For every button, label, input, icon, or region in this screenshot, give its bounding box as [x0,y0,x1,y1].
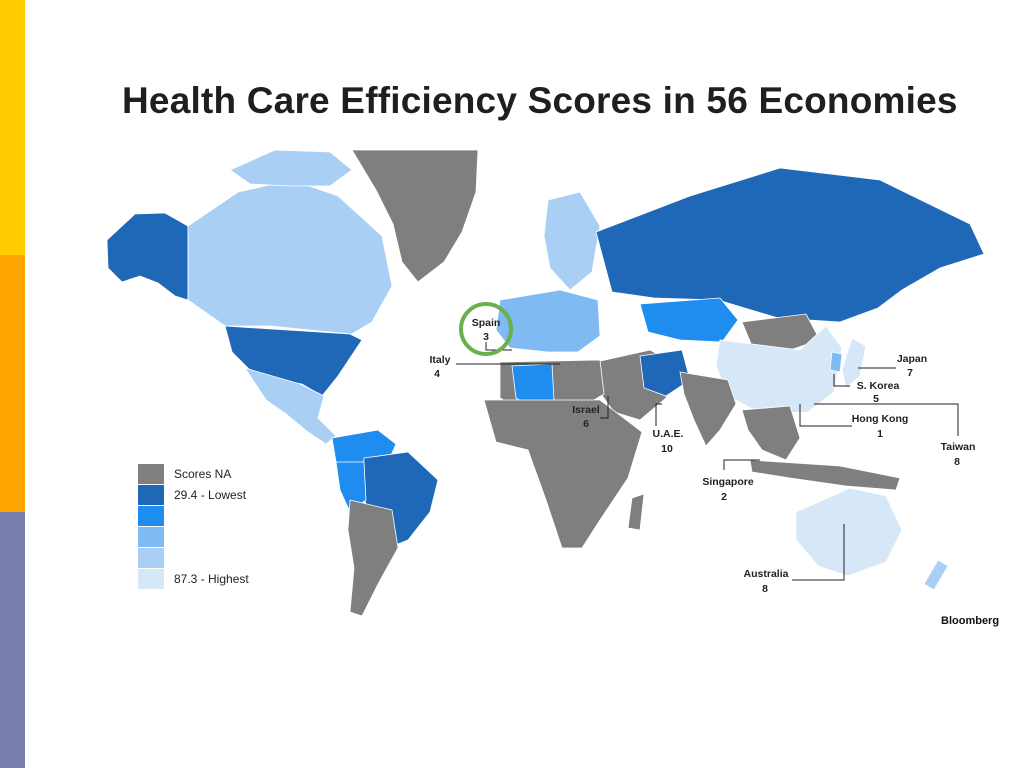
legend-label: Scores NA [174,467,231,481]
legend-label: 87.3 - Highest [174,572,249,586]
callout-name-korea: S. Korea [857,380,900,392]
land-masses [106,149,985,617]
region-new-zealand [923,559,949,591]
callout-line-israel [600,396,609,419]
callout-line-australia [792,524,845,581]
callout-rank-korea: 5 [873,393,879,405]
region-canada [187,179,393,335]
callout-rank-spain: 3 [483,331,489,343]
region-japan [841,337,867,389]
callout-rank-italy: 4 [434,368,440,380]
callout-name-spain: Spain [472,317,501,329]
callout-name-uae: U.A.E. [653,428,684,440]
callout-name-hongkong: Hong Kong [852,413,909,425]
callout-lines [456,342,959,581]
callout-line-uae [655,403,662,426]
spain-highlight-circle [459,302,513,356]
callout-rank-israel: 6 [583,418,589,430]
callout-line-singapore [723,459,760,470]
region-mexico [244,367,337,445]
accent-segment-orange [0,255,25,512]
callout-name-japan: Japan [897,353,927,365]
legend-swatch [138,548,164,568]
accent-segment-yellow [0,0,25,255]
region-arctic-islands [229,149,353,187]
callout-line-hongkong [799,404,852,427]
callout-rank-hongkong: 1 [877,428,883,440]
region-india [679,371,737,447]
region-iran [639,349,691,397]
legend-swatch [138,527,164,547]
legend-swatch [138,569,164,589]
region-southern-cone [347,499,399,617]
region-madagascar [627,493,645,531]
legend-swatch [138,506,164,526]
legend-label: 29.4 - Lowest [174,488,247,502]
page-title: Health Care Efficiency Scores in 56 Econ… [122,80,958,121]
legend-swatch [138,485,164,505]
callout-line-spain [485,342,512,351]
callout-name-australia: Australia [744,568,789,580]
region-korea [829,351,843,373]
region-scandinavia [543,191,601,291]
region-russia [595,167,985,323]
callout-name-taiwan: Taiwan [941,441,976,453]
slide-accent-bar [0,0,25,768]
callout-rank-singapore: 2 [721,491,727,503]
region-southeast-asia [741,405,801,461]
callout-rank-japan: 7 [907,367,913,379]
region-australia [795,487,903,577]
region-europe-west [495,289,601,353]
callout-labels: Spain 3 Italy 4 Israel 6 U.A.E. 10 Japan… [429,317,975,595]
region-greenland [351,149,479,283]
accent-segment-purple [0,512,25,768]
source-credit: Bloomberg [941,615,1000,627]
callout-line-taiwan [814,403,959,436]
callout-rank-australia: 8 [762,583,768,595]
legend-swatch [138,464,164,484]
callout-rank-taiwan: 8 [954,456,960,468]
callout-name-singapore: Singapore [702,476,754,488]
region-alaska [106,212,189,301]
region-africa [483,399,643,549]
callout-rank-uae: 10 [661,443,673,455]
region-central-asia [639,297,739,343]
callout-name-italy: Italy [429,354,450,366]
callout-name-israel: Israel [572,404,600,416]
callout-line-korea [833,374,850,387]
region-indonesia [749,459,901,491]
map-legend: Scores NA 29.4 - Lowest 87.3 - Highest [138,464,249,589]
